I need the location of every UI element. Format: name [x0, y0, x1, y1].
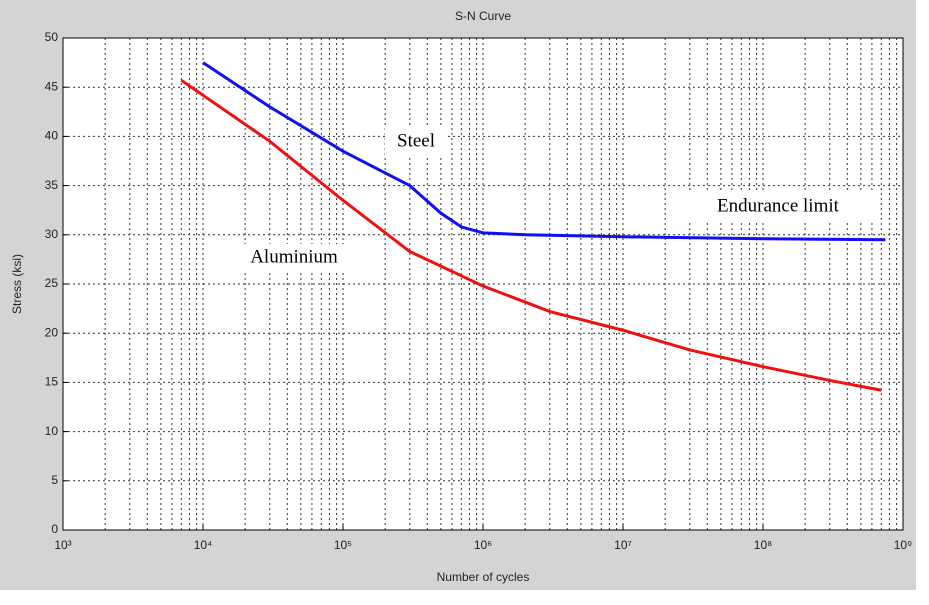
- x-axis-label: Number of cycles: [437, 570, 530, 584]
- series-label: Steel: [397, 130, 435, 151]
- x-tick-label: 10⁹: [894, 538, 913, 552]
- series-line: [180, 79, 882, 392]
- series-line: [202, 61, 886, 242]
- y-tick-label: 0: [51, 522, 58, 536]
- y-tick-label: 35: [45, 178, 59, 192]
- y-tick-label: 25: [45, 276, 59, 290]
- label-background: [385, 128, 447, 156]
- x-tick-label: 10⁸: [754, 538, 772, 552]
- x-tick-label: 10⁷: [614, 538, 632, 552]
- x-tick-label: 10⁶: [474, 538, 492, 552]
- y-tick-label: 30: [45, 227, 59, 241]
- y-tick-label: 5: [51, 473, 58, 487]
- label-background: [233, 244, 355, 272]
- x-tick-label: 10³: [54, 538, 71, 552]
- y-tick-label: 15: [45, 375, 59, 389]
- y-tick-label: 40: [45, 129, 59, 143]
- y-axis-label: Stress (ksi): [10, 254, 24, 314]
- y-tick-label: 20: [45, 325, 59, 339]
- annotation: Endurance limit: [717, 195, 840, 216]
- label-background: [680, 193, 876, 221]
- y-tick-label: 50: [45, 30, 59, 44]
- x-tick-label: 10⁴: [194, 538, 213, 552]
- axes-box: [62, 37, 904, 531]
- chart-title: S-N Curve: [455, 9, 511, 23]
- x-tick-label: 10⁵: [334, 538, 352, 552]
- y-tick-label: 10: [45, 424, 59, 438]
- series-label: Aluminium: [250, 246, 338, 267]
- y-tick-label: 45: [45, 79, 59, 93]
